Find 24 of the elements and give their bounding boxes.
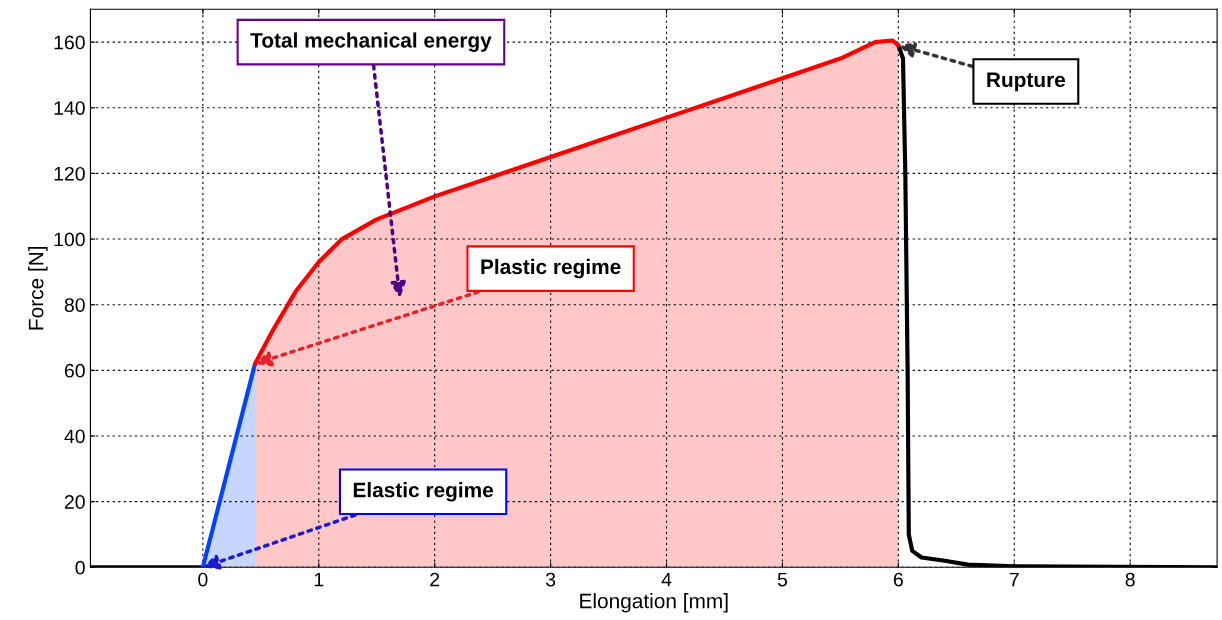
x-tick-label: 3 [545, 572, 556, 587]
y-axis-title: Force [N] [28, 246, 48, 330]
x-tick-label: 4 [661, 572, 672, 587]
y-tick-label: 100 [54, 232, 85, 247]
y-tick-label: 80 [64, 298, 85, 312]
y-tick-label: 0 [75, 560, 85, 575]
annotation: Plastic regime [481, 258, 621, 279]
x-tick-label: 0 [198, 572, 208, 587]
y-tick-label: 40 [64, 429, 85, 444]
annotation: Total mechanical energy [250, 32, 492, 52]
annotation: Rupture [987, 72, 1066, 92]
y-tick-label: 120 [54, 166, 85, 181]
x-tick-label: 8 [1125, 572, 1135, 587]
annotation: Elastic regime [353, 482, 494, 502]
y-tick-label: 140 [54, 101, 85, 116]
x-tick-label: 5 [777, 572, 788, 587]
x-tick-label: 1 [314, 572, 324, 587]
x-axis-title: Elongation [mm] [580, 593, 728, 613]
y-tick-label: 20 [64, 495, 85, 509]
x-tick-label: 6 [893, 572, 903, 587]
x-tick-label: 2 [430, 572, 440, 587]
x-tick-label: 7 [1009, 572, 1019, 587]
y-tick-label: 160 [54, 35, 85, 50]
y-tick-label: 60 [64, 363, 85, 378]
